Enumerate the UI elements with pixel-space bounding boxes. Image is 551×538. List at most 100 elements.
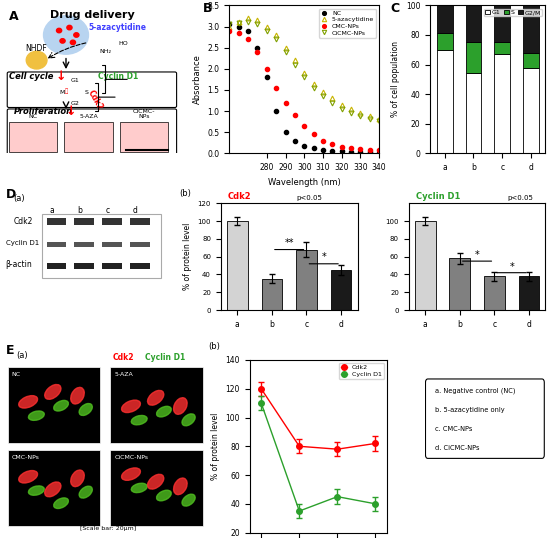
FancyBboxPatch shape <box>7 72 177 108</box>
Text: b. 5-azacytidine only: b. 5-azacytidine only <box>435 407 505 413</box>
Text: (b): (b) <box>180 189 192 198</box>
Ellipse shape <box>148 391 164 405</box>
Bar <box>130 242 150 247</box>
CiCMC-NPs <box>263 27 270 34</box>
Text: C: C <box>390 2 399 16</box>
NC <box>329 147 336 154</box>
NC <box>338 148 345 154</box>
Text: [Scale bar: 20μm]: [Scale bar: 20μm] <box>80 526 137 531</box>
5-azacytidine <box>310 80 317 87</box>
Text: p<0.05: p<0.05 <box>296 195 322 201</box>
Text: d: d <box>133 207 138 215</box>
Text: Proliferation: Proliferation <box>14 108 73 116</box>
CiCMC-NPs <box>338 106 345 112</box>
Text: ↓: ↓ <box>66 105 77 118</box>
Text: CiCMC-
NPs: CiCMC- NPs <box>133 109 155 119</box>
NC <box>263 74 270 81</box>
Ellipse shape <box>71 387 84 404</box>
Text: 5-azacytidine: 5-azacytidine <box>89 23 147 32</box>
Bar <box>262 279 282 310</box>
Bar <box>227 221 248 310</box>
CMC-NPs <box>301 123 307 129</box>
Bar <box>130 218 150 224</box>
Text: B: B <box>202 2 212 16</box>
Bar <box>8 367 100 443</box>
CMC-NPs <box>348 145 354 152</box>
CMC-NPs <box>282 100 289 106</box>
Bar <box>110 367 203 443</box>
Ellipse shape <box>122 468 141 480</box>
Bar <box>466 43 482 74</box>
CMC-NPs <box>263 66 270 72</box>
Ellipse shape <box>53 498 68 508</box>
Text: Cyclin D1: Cyclin D1 <box>6 240 39 246</box>
CiCMC-NPs <box>282 48 289 55</box>
CiCMC-NPs <box>310 84 317 91</box>
Text: (b): (b) <box>209 342 220 351</box>
5-azacytidine <box>245 15 251 22</box>
Circle shape <box>26 51 47 69</box>
Y-axis label: % of protein level: % of protein level <box>211 413 220 480</box>
CMC-NPs <box>376 147 382 154</box>
Ellipse shape <box>29 411 44 420</box>
Bar <box>74 218 94 224</box>
Text: *: * <box>321 252 326 262</box>
CiCMC-NPs <box>357 113 364 119</box>
Text: Cdk2: Cdk2 <box>86 89 105 112</box>
Text: NHDF: NHDF <box>26 44 47 53</box>
5-azacytidine <box>301 70 307 76</box>
Bar <box>296 250 317 310</box>
Ellipse shape <box>174 398 187 414</box>
CMC-NPs <box>310 131 317 138</box>
NC <box>320 147 326 153</box>
Ellipse shape <box>45 482 61 497</box>
Circle shape <box>67 25 72 30</box>
Ellipse shape <box>174 478 187 494</box>
Text: G2: G2 <box>70 101 79 105</box>
Bar <box>494 54 510 153</box>
Text: a: a <box>49 207 54 215</box>
Y-axis label: % of cell population: % of cell population <box>392 41 401 117</box>
Text: M: M <box>60 90 65 95</box>
Line: CMC-NPs: CMC-NPs <box>228 29 381 152</box>
Ellipse shape <box>45 385 61 399</box>
CMC-NPs <box>320 137 326 144</box>
Text: Cyclin D1: Cyclin D1 <box>415 192 460 201</box>
CMC-NPs <box>366 147 373 153</box>
Bar <box>42 214 161 278</box>
Ellipse shape <box>148 475 164 489</box>
CMC-NPs <box>329 141 336 147</box>
5-azacytidine <box>235 19 242 25</box>
Bar <box>437 5 452 33</box>
Bar <box>484 276 505 310</box>
Bar <box>46 242 66 247</box>
Text: Drug delivery: Drug delivery <box>50 10 134 20</box>
5-azacytidine <box>291 57 298 63</box>
Ellipse shape <box>71 470 84 487</box>
Ellipse shape <box>182 494 195 506</box>
NC <box>366 149 373 155</box>
Bar <box>130 263 150 270</box>
CiCMC-NPs <box>320 93 326 100</box>
Ellipse shape <box>156 406 171 417</box>
Ellipse shape <box>156 490 171 501</box>
5-azacytidine <box>329 95 336 102</box>
NC <box>226 21 233 27</box>
Bar <box>523 5 539 53</box>
Y-axis label: % of protein level: % of protein level <box>183 223 192 291</box>
Legend: G1, S, G2/M: G1, S, G2/M <box>484 9 542 16</box>
Bar <box>102 218 122 224</box>
Text: E: E <box>6 344 14 357</box>
CiCMC-NPs <box>376 118 382 124</box>
Legend: NC, 5-azacytidine, CMC-NPs, CiCMC-NPs: NC, 5-azacytidine, CMC-NPs, CiCMC-NPs <box>319 9 376 38</box>
Text: NH₂: NH₂ <box>100 49 112 54</box>
Text: c: c <box>105 207 109 215</box>
CMC-NPs <box>245 36 251 43</box>
Bar <box>110 450 203 526</box>
CiCMC-NPs <box>329 100 336 107</box>
Text: *: * <box>475 251 479 260</box>
Text: Cdk2: Cdk2 <box>14 217 33 226</box>
NC <box>357 149 364 155</box>
Text: (a): (a) <box>14 194 25 203</box>
Ellipse shape <box>53 400 68 411</box>
